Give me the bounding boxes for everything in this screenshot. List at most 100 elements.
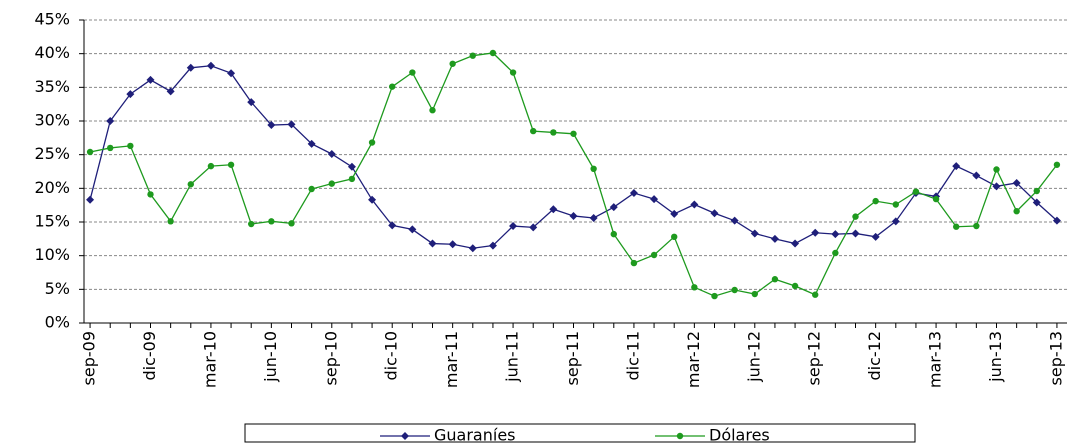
marker (912, 188, 920, 195)
marker (851, 229, 860, 238)
legend-box (244, 423, 916, 443)
marker (973, 222, 980, 230)
marker (287, 120, 296, 129)
marker (1052, 216, 1061, 225)
marker (86, 195, 95, 204)
x-tick-label: dic-11 (623, 331, 642, 381)
x-tick-label: jun-13 (986, 331, 1005, 383)
marker (770, 234, 779, 243)
marker (389, 83, 396, 90)
x-tick-label: jun-12 (744, 331, 763, 383)
marker (791, 239, 800, 248)
marker (710, 209, 719, 218)
marker (852, 213, 859, 220)
marker (509, 222, 518, 231)
series-line (89, 65, 1058, 249)
marker (711, 292, 718, 300)
marker (872, 197, 879, 205)
marker (348, 175, 356, 183)
x-tick-label: mar-13 (926, 331, 945, 388)
marker (569, 211, 578, 220)
marker (530, 127, 537, 135)
marker (107, 144, 114, 152)
marker (206, 61, 215, 70)
series-line (89, 52, 1058, 297)
x-tick-label: dic-12 (865, 331, 884, 381)
marker (509, 69, 517, 76)
y-tick-label: 15% (34, 212, 70, 231)
marker (731, 286, 738, 294)
marker (831, 230, 840, 239)
marker (629, 189, 638, 198)
y-tick-label: 5% (45, 279, 70, 298)
marker (327, 149, 336, 158)
legend-label: Guaraníes (434, 426, 516, 443)
marker (126, 90, 135, 99)
x-tick-label: mar-10 (200, 331, 219, 388)
marker (570, 130, 577, 137)
y-tick-label: 45% (34, 10, 70, 29)
marker (952, 162, 961, 171)
marker (401, 432, 409, 440)
y-tick-label: 35% (34, 77, 70, 96)
marker (449, 60, 456, 67)
marker (590, 165, 597, 173)
x-tick-label: dic-10 (382, 331, 401, 381)
marker (1033, 187, 1040, 195)
marker (811, 228, 820, 237)
marker (86, 148, 94, 156)
marker (529, 223, 538, 232)
marker (670, 209, 679, 218)
marker (248, 220, 255, 228)
marker (106, 117, 115, 125)
marker (932, 195, 940, 203)
marker (207, 162, 215, 170)
x-tick-label: sep-11 (563, 331, 582, 385)
x-tick-label: mar-12 (684, 331, 703, 388)
marker (408, 225, 417, 234)
y-tick-label: 40% (34, 43, 70, 62)
x-tick-label: dic-09 (140, 331, 159, 381)
marker (791, 282, 799, 290)
y-tick-label: 0% (45, 313, 70, 332)
marker (650, 195, 659, 204)
marker (812, 291, 819, 298)
marker (671, 233, 678, 241)
marker (429, 107, 436, 114)
marker (448, 240, 457, 249)
marker (891, 217, 900, 226)
y-tick-label: 20% (34, 178, 70, 197)
marker (489, 49, 497, 57)
marker (1053, 161, 1061, 168)
marker (268, 218, 275, 225)
x-tick-label: sep-13 (1046, 331, 1065, 385)
x-tick-label: sep-10 (321, 331, 340, 385)
marker (1032, 198, 1041, 207)
marker (650, 251, 658, 259)
legend-label: Dólares (709, 426, 770, 443)
marker (690, 200, 699, 209)
marker (953, 223, 960, 230)
x-tick-label: sep-09 (80, 331, 99, 385)
marker (730, 216, 739, 225)
marker (328, 180, 335, 187)
marker (368, 139, 376, 146)
marker (409, 69, 416, 76)
y-tick-label: 30% (34, 111, 70, 130)
marker (751, 290, 758, 298)
marker (167, 218, 174, 225)
marker (676, 432, 684, 440)
marker (247, 98, 256, 107)
marker (609, 203, 618, 212)
marker (832, 249, 839, 257)
marker (589, 213, 598, 222)
marker (388, 221, 397, 230)
marker (187, 181, 194, 188)
marker (186, 63, 195, 72)
marker (368, 195, 377, 204)
marker (993, 166, 1000, 173)
marker (227, 161, 235, 168)
marker (469, 52, 476, 59)
x-tick-label: mar-11 (442, 331, 461, 388)
marker (227, 69, 236, 78)
